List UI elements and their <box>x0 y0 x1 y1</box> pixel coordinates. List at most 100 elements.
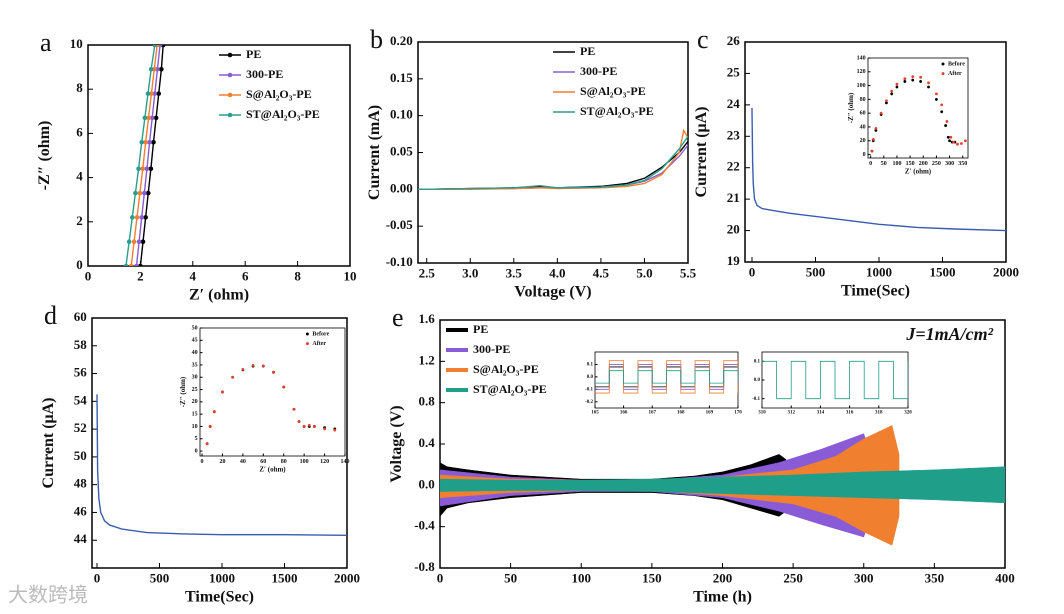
marker <box>152 45 158 48</box>
legend-label: 300-PE <box>473 342 510 356</box>
plot-frame <box>87 44 351 267</box>
point <box>241 367 245 371</box>
series-line <box>595 370 738 384</box>
marker <box>136 166 141 172</box>
point <box>208 425 212 428</box>
marker <box>142 115 148 121</box>
marker <box>143 215 148 220</box>
x-tick-label: 150 <box>642 571 662 586</box>
series-line <box>418 135 688 191</box>
y-tick-label: 45 <box>192 338 198 344</box>
marker <box>128 263 134 266</box>
y-tick-label: 0.1 <box>754 359 761 364</box>
legend-label: PE <box>246 47 261 61</box>
plot-frame <box>417 41 689 264</box>
x-tick-label: 200 <box>713 571 733 586</box>
point <box>895 82 899 86</box>
x-tick-label: 0 <box>85 269 92 284</box>
y-axis-label: -Z″ (ohm) <box>179 376 187 407</box>
x-tick-label: 0 <box>201 459 204 465</box>
panel-label: b <box>370 25 383 54</box>
point <box>890 89 894 93</box>
point <box>282 385 286 389</box>
x-tick-label: 250 <box>783 571 803 586</box>
marker <box>129 215 135 220</box>
marker <box>148 166 154 172</box>
plot-area <box>870 75 967 153</box>
x-tick-label: 167 <box>648 411 656 416</box>
point <box>307 423 311 427</box>
legend-marker <box>227 52 233 58</box>
x-tick-label: 60 <box>260 459 266 465</box>
y-tick-label: 2 <box>76 213 83 228</box>
marker <box>139 139 145 145</box>
marker <box>123 263 129 266</box>
x-tick-label: 314 <box>817 411 825 416</box>
x-tick-label: 20 <box>219 459 225 465</box>
point <box>874 129 878 132</box>
plot-area <box>440 425 1005 546</box>
x-tick-label: 1000 <box>866 265 892 280</box>
y-axis-label: Current (μA) <box>693 107 710 198</box>
marker <box>155 67 160 72</box>
x-tick-label: 250 <box>932 161 941 167</box>
legend-marker <box>227 112 233 118</box>
marker <box>149 115 155 121</box>
y-tick-label: 0.20 <box>390 33 413 48</box>
x-tick-label: 40 <box>240 459 246 465</box>
x-tick-label: 165 <box>591 411 599 416</box>
point <box>945 120 949 123</box>
x-axis-label: Z′ (ohm) <box>905 167 932 175</box>
x-tick-label: 6 <box>242 269 249 284</box>
marker <box>147 139 152 145</box>
point <box>927 81 930 85</box>
y-tick-label: 1.2 <box>419 352 435 367</box>
y-tick-label: 0 <box>195 448 198 454</box>
y-tick-label: 52 <box>74 420 87 435</box>
marker <box>151 139 156 145</box>
point <box>292 407 296 411</box>
y-tick-label: -0.1 <box>752 397 760 402</box>
x-tick-label: 120 <box>320 459 329 465</box>
watermark: 大数跨境 <box>8 583 88 607</box>
x-axis-label: Time(Sec) <box>185 589 254 606</box>
point <box>212 410 216 414</box>
point <box>903 77 907 81</box>
y-tick-label: 1.6 <box>419 311 436 326</box>
point <box>205 442 209 446</box>
point <box>960 142 963 145</box>
y-tick-label: 4 <box>76 169 83 184</box>
x-tick-label: 312 <box>787 411 795 416</box>
legend-label: 300-PE <box>580 64 617 78</box>
point <box>903 80 907 83</box>
marker <box>145 190 151 196</box>
x-tick-label: 1500 <box>929 265 955 280</box>
point <box>952 140 955 144</box>
legend-marker <box>941 62 945 66</box>
y-tick-label: 120 <box>857 69 866 75</box>
x-tick-label: 5.0 <box>636 266 652 281</box>
x-tick-label: 0 <box>869 161 872 167</box>
y-tick-label: 46 <box>74 503 88 518</box>
marker <box>159 67 164 72</box>
x-tick-label: 169 <box>706 411 714 416</box>
point <box>911 75 915 79</box>
y-tick-label: 56 <box>74 365 88 380</box>
y-tick-label: 54 <box>74 392 88 407</box>
x-tick-label: 1500 <box>272 571 298 586</box>
x-tick-label: 1000 <box>209 571 235 586</box>
point <box>935 97 938 101</box>
x-tick-label: 2000 <box>334 571 360 586</box>
y-tick-label: 0.05 <box>390 143 413 158</box>
point <box>885 101 888 105</box>
y-tick-label: 20 <box>727 222 740 237</box>
point <box>944 124 948 127</box>
y-tick-label: 10 <box>70 36 83 51</box>
plot-area <box>205 364 337 446</box>
y-tick-label: 60 <box>860 111 866 117</box>
marker <box>131 239 137 244</box>
marker <box>133 190 138 196</box>
plot-area <box>595 360 738 394</box>
point <box>895 85 899 89</box>
series-line <box>135 45 161 266</box>
